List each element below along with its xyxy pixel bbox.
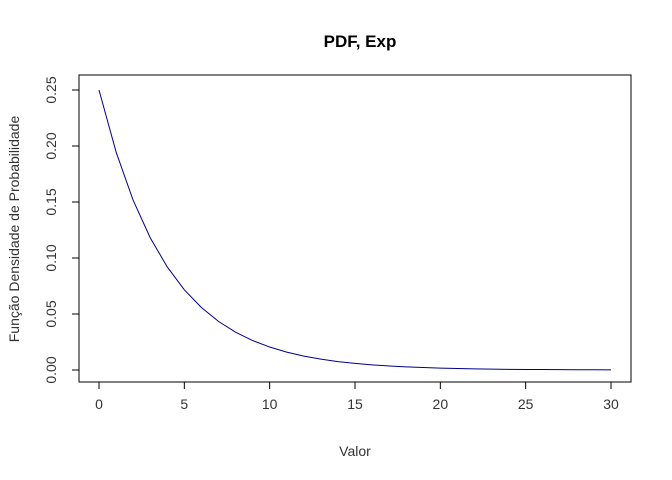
series-layer [98, 89, 612, 371]
y-tick-label: 0.25 [43, 76, 59, 103]
y-tick-label: 0.10 [43, 244, 59, 271]
x-tick-label: 15 [347, 396, 363, 412]
chart-title: PDF, Exp [324, 32, 397, 51]
x-tick-label: 10 [262, 396, 278, 412]
plot-frame [78, 74, 632, 383]
x-tick-label: 25 [518, 396, 534, 412]
x-axis-label: Valor [339, 443, 371, 459]
y-tick-label: 0.00 [43, 356, 59, 383]
x-tick-label: 20 [433, 396, 449, 412]
y-tick-label: 0.20 [43, 132, 59, 159]
pdf-curve [98, 89, 612, 371]
y-axis-label: Função Densidade de Probabilidade [6, 116, 22, 343]
x-tick-label: 30 [603, 396, 619, 412]
x-axis: 0 5 10 15 20 25 30 [95, 381, 619, 412]
y-tick-label: 0.05 [43, 300, 59, 327]
y-axis: 0.00 0.05 0.10 0.15 0.20 0.25 [43, 76, 80, 384]
x-tick-label: 5 [180, 396, 188, 412]
x-tick-label: 0 [95, 396, 103, 412]
y-tick-label: 0.15 [43, 188, 59, 215]
